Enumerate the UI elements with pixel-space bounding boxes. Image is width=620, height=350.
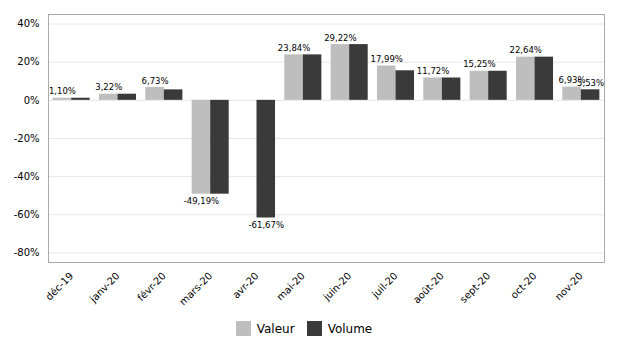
svg-text:-40%: -40% xyxy=(14,171,40,182)
svg-text:-20%: -20% xyxy=(14,133,40,144)
svg-text:11,72%: 11,72% xyxy=(417,66,449,76)
svg-text:1,10%: 1,10% xyxy=(49,86,76,96)
svg-text:janv-20: janv-20 xyxy=(87,270,122,305)
svg-text:-60%: -60% xyxy=(14,209,40,220)
svg-text:-49,19%: -49,19% xyxy=(184,196,219,206)
svg-text:-80%: -80% xyxy=(14,247,40,258)
svg-text:40%: 40% xyxy=(17,18,39,29)
html-text:Valeur: Valeur xyxy=(256,321,295,336)
svg-text:6,73%: 6,73% xyxy=(142,76,169,86)
svg-text:-61,67%: -61,67% xyxy=(249,220,284,230)
svg-text:15,25%: 15,25% xyxy=(463,59,495,69)
svg-text:août-20: août-20 xyxy=(411,270,446,305)
svg-text:juin-20: juin-20 xyxy=(320,270,353,303)
svg-text:6,93%: 6,93% xyxy=(558,75,586,86)
svg-text:mai-20: mai-20 xyxy=(274,270,307,303)
svg-text:17,99%: 17,99% xyxy=(371,54,403,64)
svg-text:oct-20: oct-20 xyxy=(508,270,538,300)
svg-text:29,22%: 29,22% xyxy=(324,33,356,43)
svg-text:avr-20: avr-20 xyxy=(230,270,260,300)
svg-text:juil-20: juil-20 xyxy=(369,270,399,300)
svg-text:sept-20: sept-20 xyxy=(458,270,493,305)
svg-text:0%: 0% xyxy=(24,95,40,106)
svg-text:5,53%: 5,53% xyxy=(577,78,604,88)
svg-text:nov-20: nov-20 xyxy=(553,270,585,302)
svg-text:22,64%: 22,64% xyxy=(510,45,542,55)
svg-text:mars-20: mars-20 xyxy=(177,270,214,307)
svg-text:déc-19: déc-19 xyxy=(43,270,75,302)
svg-text:20%: 20% xyxy=(17,56,39,67)
svg-text:févr-20: févr-20 xyxy=(135,270,168,303)
svg-text:23,84%: 23,84% xyxy=(278,43,310,53)
svg-text:3,22%: 3,22% xyxy=(95,82,122,92)
html-text:Volume: Volume xyxy=(327,321,373,336)
